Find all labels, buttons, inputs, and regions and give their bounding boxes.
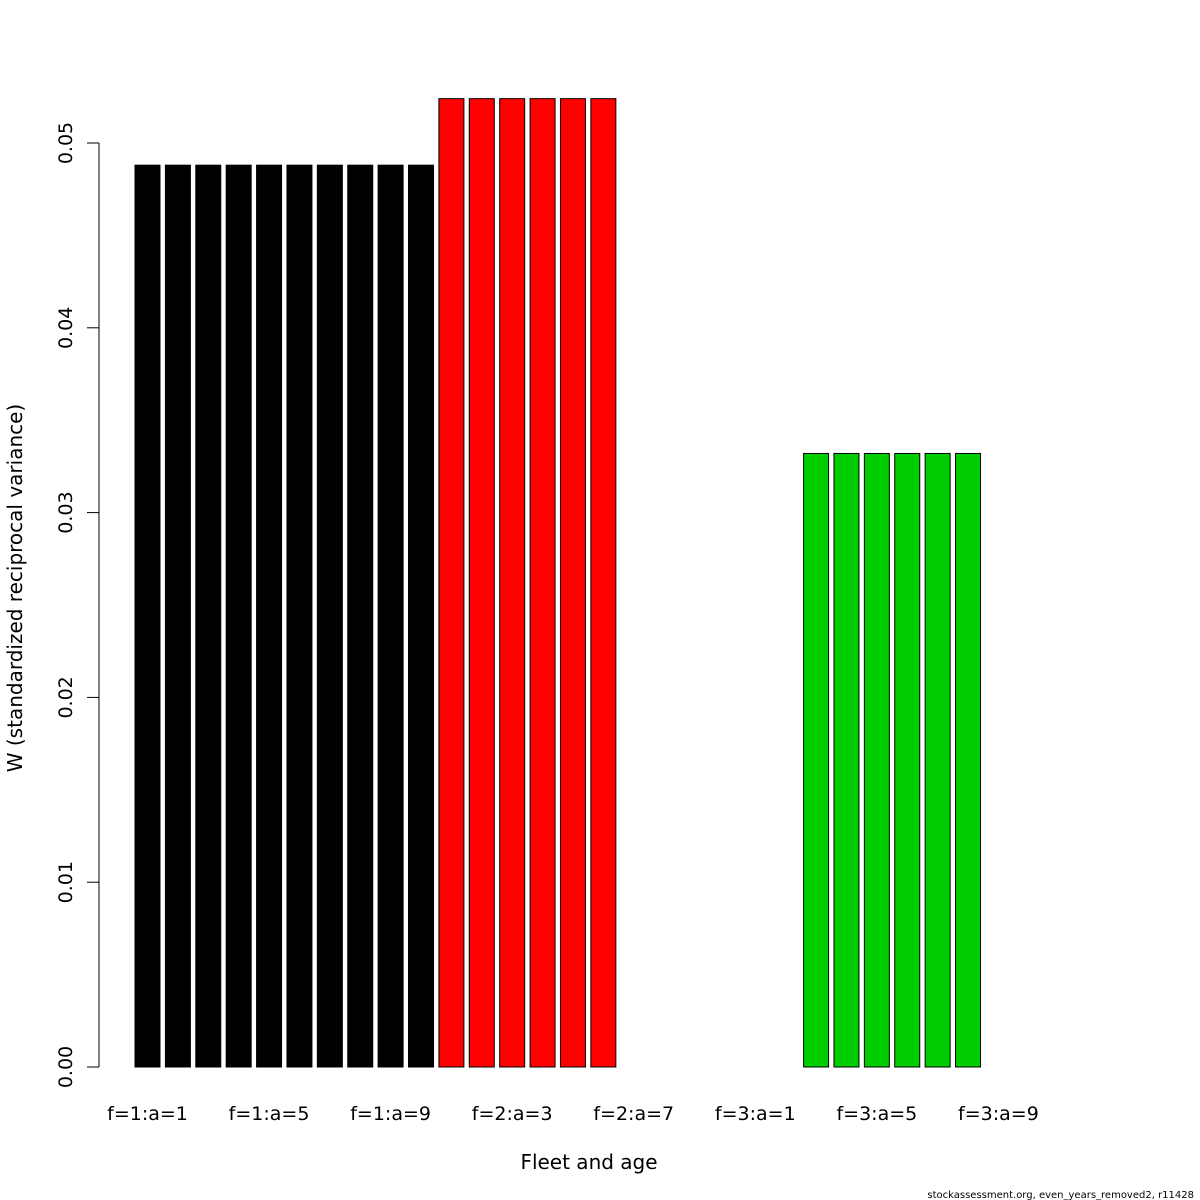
x-tick-label: f=3:a=9 <box>958 1103 1039 1125</box>
x-tick-label: f=3:a=5 <box>836 1103 917 1125</box>
bar-f=1:a=4 <box>225 164 252 1068</box>
y-tick-label: 0.02 <box>55 676 77 718</box>
bar-f=2:a=2 <box>468 98 495 1068</box>
x-tick-label: f=1:a=1 <box>107 1103 188 1125</box>
x-tick-label: f=1:a=9 <box>350 1103 431 1125</box>
bar-f=1:a=5 <box>256 164 283 1068</box>
y-tick-label: 0.00 <box>55 1046 77 1088</box>
y-axis-title: W (standardized reciprocal variance) <box>3 404 27 773</box>
y-axis: 0.00 0.01 0.02 0.03 0.04 0.05 <box>55 122 100 1088</box>
bar-f=2:a=3 <box>499 98 526 1068</box>
x-axis-title: Fleet and age <box>520 1150 657 1174</box>
footer-note: stockassessment.org, even_years_removed2… <box>927 1190 1194 1200</box>
y-tick-label: 0.01 <box>55 861 77 903</box>
bar-f=3:a=6 <box>894 452 921 1068</box>
bar-f=2:a=4 <box>529 98 556 1068</box>
y-tick-label: 0.05 <box>55 122 77 164</box>
bar-f=1:a=9 <box>377 164 404 1068</box>
bar-f=1:a=2 <box>164 164 191 1068</box>
bar-f=2:a=1 <box>438 98 465 1068</box>
x-tick-label: f=3:a=1 <box>715 1103 796 1125</box>
bar-f=1:a=10 <box>408 164 435 1068</box>
bar-f=1:a=3 <box>195 164 222 1068</box>
y-tick-label: 0.04 <box>55 307 77 349</box>
bar-f=3:a=3 <box>803 452 830 1068</box>
bar-f=1:a=6 <box>286 164 313 1068</box>
x-tick-label: f=1:a=5 <box>229 1103 310 1125</box>
x-axis: f=1:a=1 f=1:a=5 f=1:a=9 f=2:a=3 f=2:a=7 f=3:a… <box>107 1103 1039 1125</box>
bar-f=2:a=6 <box>590 98 617 1068</box>
bar-f=1:a=7 <box>316 164 343 1068</box>
bar-f=2:a=5 <box>559 98 586 1068</box>
bars-group <box>134 98 982 1068</box>
bar-f=1:a=8 <box>347 164 374 1068</box>
bar-f=1:a=1 <box>134 164 161 1068</box>
x-tick-label: f=2:a=7 <box>593 1103 674 1125</box>
x-tick-label: f=2:a=3 <box>472 1103 553 1125</box>
y-tick-label: 0.03 <box>55 491 77 533</box>
bar-f=3:a=4 <box>833 452 860 1068</box>
bar-f=3:a=8 <box>955 452 982 1068</box>
bar-f=3:a=7 <box>924 452 951 1068</box>
bar-f=3:a=5 <box>863 452 890 1068</box>
